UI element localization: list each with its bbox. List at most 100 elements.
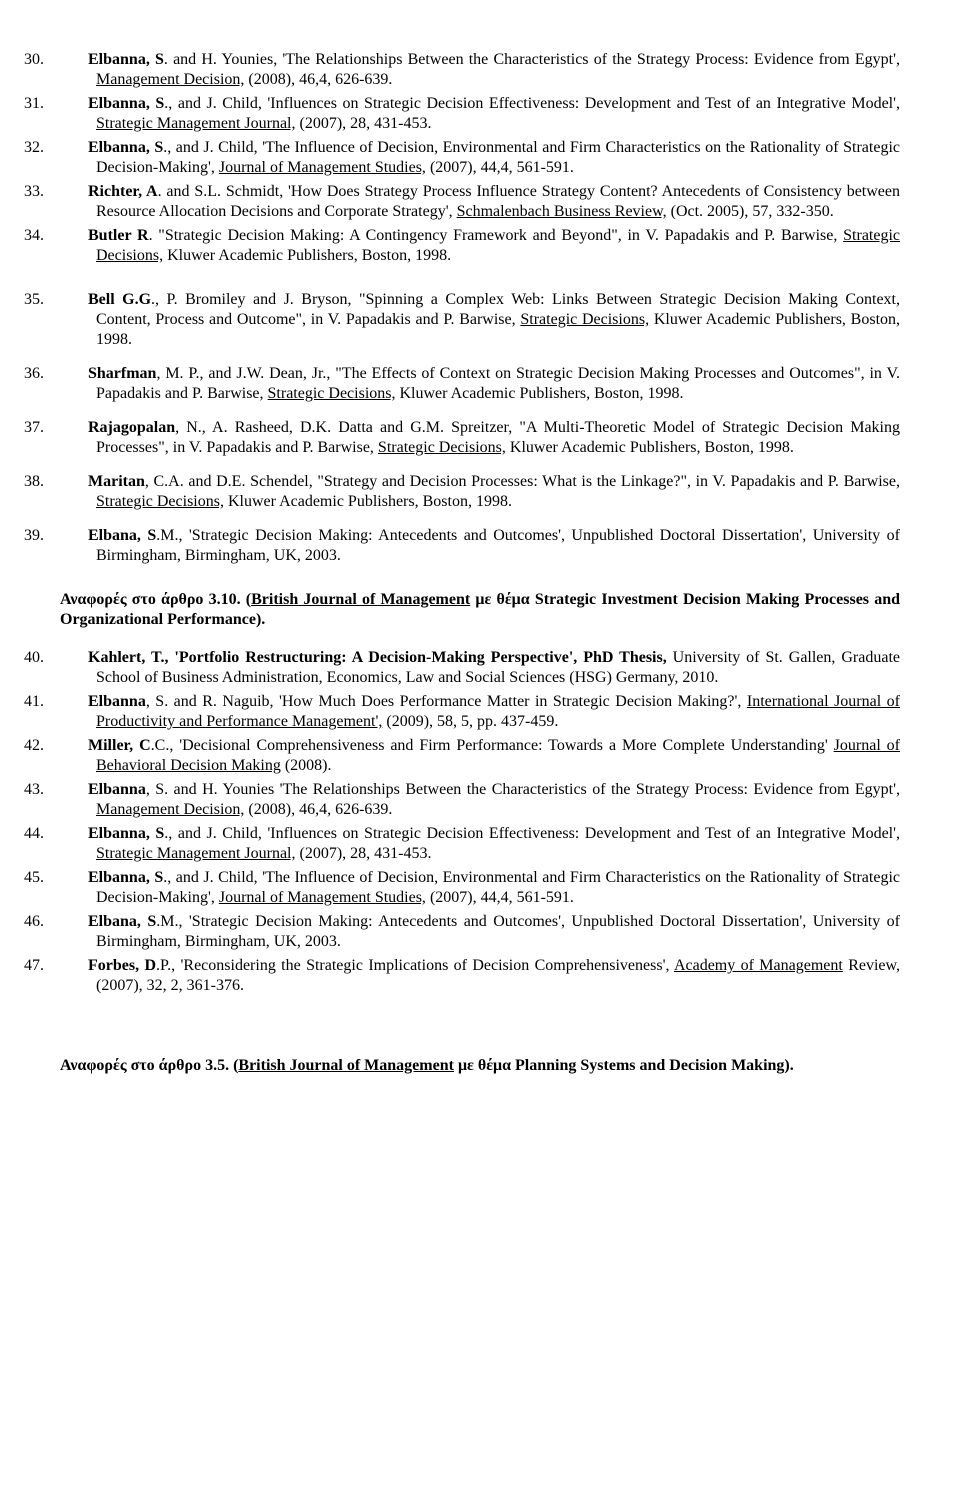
reference-item: 30. Elbanna, S. and H. Younies, 'The Rel… [60, 50, 900, 90]
reference-item: 45. Elbanna, S., and J. Child, 'The Infl… [60, 868, 900, 908]
reference-author: Elbanna, S [88, 825, 164, 842]
reference-author: Elbana, S [88, 913, 156, 930]
reference-number: 41. [60, 692, 88, 712]
reference-author: Elbanna, S [88, 95, 164, 112]
section-heading-3-10: Αναφορές στο άρθρο 3.10. (British Journa… [60, 590, 900, 630]
reference-number: 35. [60, 290, 88, 310]
reference-text: .M., 'Strategic Decision Making: Anteced… [96, 527, 900, 564]
reference-number: 42. [60, 736, 88, 756]
reference-item: 41. Elbanna, S. and R. Naguib, 'How Much… [60, 692, 900, 732]
reference-text: , S. and R. Naguib, 'How Much Does Perfo… [146, 693, 747, 710]
heading-post: με θέμα Planning Systems and Decision Ma… [454, 1057, 794, 1074]
reference-number: 44. [60, 824, 88, 844]
reference-author: Elbanna, S [88, 139, 163, 156]
reference-number: 40. [60, 648, 88, 668]
reference-journal: Strategic Management Journal, [96, 845, 296, 862]
reference-text: , S. and H. Younies 'The Relationships B… [146, 781, 900, 798]
reference-number: 36. [60, 364, 88, 384]
reference-journal: Journal of Management Studies, [219, 889, 426, 906]
reference-journal: Strategic Decisions, [378, 439, 506, 456]
reference-item: 37. Rajagopalan, N., A. Rasheed, D.K. Da… [60, 418, 900, 458]
reference-author: Miller, C [88, 737, 151, 754]
reference-item: 34. Butler R. "Strategic Decision Making… [60, 226, 900, 266]
reference-text: ., and J. Child, 'Influences on Strategi… [164, 95, 900, 112]
reference-journal: Strategic Decisions, [96, 493, 224, 510]
reference-number: 47. [60, 956, 88, 976]
reference-number: 43. [60, 780, 88, 800]
reference-text: . "Strategic Decision Making: A Continge… [149, 227, 844, 244]
reference-item: 44. Elbanna, S., and J. Child, 'Influenc… [60, 824, 900, 864]
reference-journal: Schmalenbach Business Review, [457, 203, 667, 220]
reference-item: 43. Elbanna, S. and H. Younies 'The Rela… [60, 780, 900, 820]
reference-author: Elbana, S [88, 527, 156, 544]
reference-item: 33. Richter, A. and S.L. Schmidt, 'How D… [60, 182, 900, 222]
reference-item: 42. Miller, C.C., 'Decisional Comprehens… [60, 736, 900, 776]
reference-tail: (2007), 44,4, 561-591. [426, 889, 574, 906]
reference-author: Kahlert, T., 'Portfolio Restructuring: A… [88, 649, 667, 666]
reference-list-b: 40. Kahlert, T., 'Portfolio Restructurin… [60, 648, 900, 996]
heading-journal: British Journal of Management [251, 591, 470, 608]
reference-tail: Kluwer Academic Publishers, Boston, 1998… [224, 493, 512, 510]
reference-journal: Strategic Management Journal, [96, 115, 296, 132]
reference-author: Elbanna, S [88, 51, 164, 68]
reference-tail: (2007), 28, 431-453. [296, 115, 432, 132]
heading-journal: British Journal of Management [238, 1057, 454, 1074]
reference-journal: Strategic Decisions, [520, 311, 649, 328]
reference-author: Maritan [88, 473, 145, 490]
reference-author: Butler R [88, 227, 149, 244]
reference-number: 46. [60, 912, 88, 932]
reference-number: 32. [60, 138, 88, 158]
reference-item: 38. Maritan, C.A. and D.E. Schendel, "St… [60, 472, 900, 512]
reference-item: 36. Sharfman, M. P., and J.W. Dean, Jr.,… [60, 364, 900, 404]
heading-pre: Αναφορές στο άρθρο 3.5. ( [60, 1057, 238, 1074]
reference-tail: Kluwer Academic Publishers, Boston, 1998… [396, 385, 684, 402]
reference-journal: Journal of Management Studies, [219, 159, 426, 176]
section-heading-3-5: Αναφορές στο άρθρο 3.5. (British Journal… [60, 1056, 900, 1076]
reference-tail: (2007), 28, 431-453. [296, 845, 432, 862]
reference-tail: (2008), 46,4, 626-639. [244, 801, 392, 818]
reference-journal: Strategic Decisions, [268, 385, 396, 402]
reference-tail: Kluwer Academic Publishers, Boston, 1998… [506, 439, 794, 456]
reference-journal: Management Decision, [96, 71, 244, 88]
reference-author: Forbes, D [88, 957, 156, 974]
reference-author: Sharfman [88, 365, 156, 382]
reference-item: 46. Elbana, S.M., 'Strategic Decision Ma… [60, 912, 900, 952]
reference-tail: (2008). [281, 757, 332, 774]
reference-author: Richter, A [88, 183, 158, 200]
reference-list-a2: 35. Bell G.G., P. Bromiley and J. Bryson… [60, 290, 900, 566]
reference-item: 40. Kahlert, T., 'Portfolio Restructurin… [60, 648, 900, 688]
reference-item: 32. Elbanna, S., and J. Child, 'The Infl… [60, 138, 900, 178]
reference-text: . and H. Younies, 'The Relationships Bet… [164, 51, 900, 68]
reference-text: .M., 'Strategic Decision Making: Anteced… [96, 913, 900, 950]
reference-number: 39. [60, 526, 88, 546]
reference-number: 31. [60, 94, 88, 114]
reference-item: 47. Forbes, D.P., 'Reconsidering the Str… [60, 956, 900, 996]
reference-number: 45. [60, 868, 88, 888]
heading-pre: Αναφορές στο άρθρο 3.10. ( [60, 591, 251, 608]
reference-item: 35. Bell G.G., P. Bromiley and J. Bryson… [60, 290, 900, 350]
reference-number: 34. [60, 226, 88, 246]
reference-tail: (2009), 58, 5, pp. 437-459. [382, 713, 558, 730]
reference-author: Bell G.G [88, 291, 151, 308]
reference-item: 31. Elbanna, S., and J. Child, 'Influenc… [60, 94, 900, 134]
reference-tail: (Oct. 2005), 57, 332-350. [667, 203, 834, 220]
reference-tail: Kluwer Academic Publishers, Boston, 1998… [163, 247, 451, 264]
reference-tail: (2007), 44,4, 561-591. [426, 159, 574, 176]
reference-text: ., and J. Child, 'Influences on Strategi… [164, 825, 900, 842]
reference-number: 30. [60, 50, 88, 70]
reference-number: 33. [60, 182, 88, 202]
reference-text: .P., 'Reconsidering the Strategic Implic… [156, 957, 674, 974]
reference-author: Rajagopalan [88, 419, 175, 436]
reference-author: Elbanna, S [88, 869, 163, 886]
reference-journal: Management Decision, [96, 801, 244, 818]
reference-list-a: 30. Elbanna, S. and H. Younies, 'The Rel… [60, 50, 900, 266]
reference-number: 38. [60, 472, 88, 492]
reference-tail: (2008), 46,4, 626-639. [244, 71, 392, 88]
reference-author: Elbanna [88, 781, 146, 798]
reference-text: .C., 'Decisional Comprehensiveness and F… [151, 737, 834, 754]
reference-number: 37. [60, 418, 88, 438]
reference-item: 39. Elbana, S.M., 'Strategic Decision Ma… [60, 526, 900, 566]
reference-text: , C.A. and D.E. Schendel, "Strategy and … [145, 473, 900, 490]
reference-author: Elbanna [88, 693, 146, 710]
reference-journal: Academy of Management [674, 957, 843, 974]
